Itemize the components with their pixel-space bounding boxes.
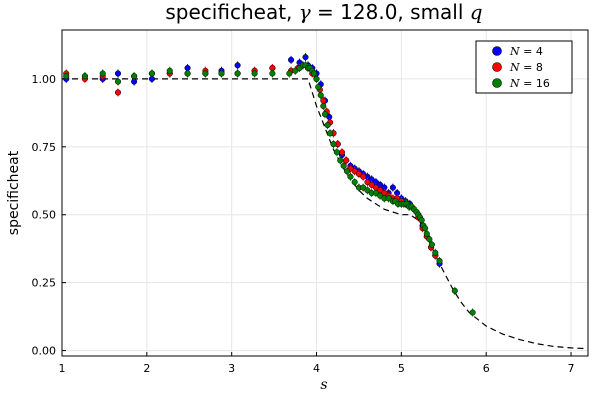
data-point (436, 257, 443, 264)
data-point (368, 181, 375, 188)
legend-box (475, 40, 573, 94)
data-points (63, 53, 476, 317)
legend-label: N = 16 (509, 77, 550, 90)
data-point (269, 70, 276, 77)
legend-marker (492, 46, 502, 56)
legend-marker (492, 62, 502, 72)
data-point (317, 92, 324, 99)
legend-label: N = 4 (509, 45, 543, 58)
data-point (99, 70, 106, 77)
title-q: q (470, 0, 483, 24)
x-tick-label: 1 (59, 362, 66, 375)
data-point (351, 168, 358, 175)
data-point (63, 73, 70, 80)
plot-frame (61, 29, 589, 357)
data-point (286, 70, 293, 77)
data-point (372, 189, 379, 197)
data-point (423, 230, 430, 237)
reference-curve-line (62, 78, 588, 350)
data-point (364, 187, 371, 194)
data-point (251, 70, 258, 77)
data-point (389, 184, 396, 191)
x-tick-label: 2 (143, 362, 150, 375)
data-point (347, 173, 354, 180)
y-tick-label: 0.75 (32, 141, 57, 154)
data-point (166, 67, 173, 74)
data-point (355, 170, 362, 178)
data-point (330, 141, 337, 148)
data-point (432, 249, 439, 256)
data-point (313, 75, 320, 82)
data-point (340, 162, 347, 169)
x-tick-label: 5 (398, 362, 405, 375)
title-gamma: γ (299, 0, 311, 24)
data-point (218, 70, 225, 77)
data-point (114, 89, 122, 96)
data-point (360, 184, 367, 191)
chart-title: specificheat, γ = 128.0, small q (165, 0, 482, 24)
data-point (364, 179, 371, 186)
data-point (451, 287, 458, 294)
x-tick-label: 3 (228, 362, 235, 375)
series-1 (63, 53, 443, 268)
data-point (385, 195, 392, 202)
legend: N = 4 N = 8 N = 16 (475, 40, 573, 94)
data-point (114, 78, 122, 85)
data-point (202, 70, 209, 77)
title-part-1: specificheat, (165, 0, 298, 24)
data-point (302, 54, 309, 61)
data-point (320, 103, 327, 110)
data-point (234, 62, 241, 69)
data-point (148, 70, 155, 77)
axes: 1 2 3 4 5 6 7 0.00 0.25 0.50 0.75 1.00 (32, 73, 575, 375)
data-point (377, 192, 384, 199)
data-point (184, 70, 191, 77)
data-point (337, 157, 344, 164)
data-point (333, 149, 340, 156)
data-point (292, 67, 299, 74)
data-point (344, 168, 351, 175)
data-point (81, 73, 88, 80)
legend-label: N = 8 (509, 61, 543, 74)
x-tick-label: 4 (313, 362, 320, 375)
data-point (418, 217, 425, 224)
data-point (338, 149, 346, 156)
y-tick-label: 0.25 (32, 277, 57, 290)
reference-curve (62, 78, 588, 350)
x-axis-label: s (320, 377, 327, 393)
data-point (321, 111, 329, 118)
data-point (288, 56, 295, 63)
x-tick-label: 6 (483, 362, 490, 375)
y-tick-label: 1.00 (32, 73, 57, 86)
data-point (351, 179, 358, 186)
data-point (114, 70, 122, 77)
data-point (315, 84, 322, 91)
series-2 (63, 61, 439, 260)
data-point (426, 236, 433, 243)
data-point (131, 73, 138, 80)
y-axis-label: specificheat (6, 150, 22, 235)
x-tick-label: 7 (568, 362, 575, 375)
data-point (310, 70, 318, 77)
data-point (422, 225, 429, 232)
title-part-2: = 128.0, small (311, 0, 470, 24)
data-point (234, 70, 241, 77)
legend-marker (492, 78, 502, 88)
data-point (428, 241, 435, 248)
data-point (360, 173, 367, 180)
data-point (343, 157, 350, 164)
data-point (469, 309, 476, 316)
y-tick-label: 0.00 (32, 345, 57, 358)
y-tick-label: 0.50 (32, 209, 57, 222)
data-point (324, 122, 331, 129)
data-point (327, 130, 334, 137)
series-3 (63, 61, 476, 317)
